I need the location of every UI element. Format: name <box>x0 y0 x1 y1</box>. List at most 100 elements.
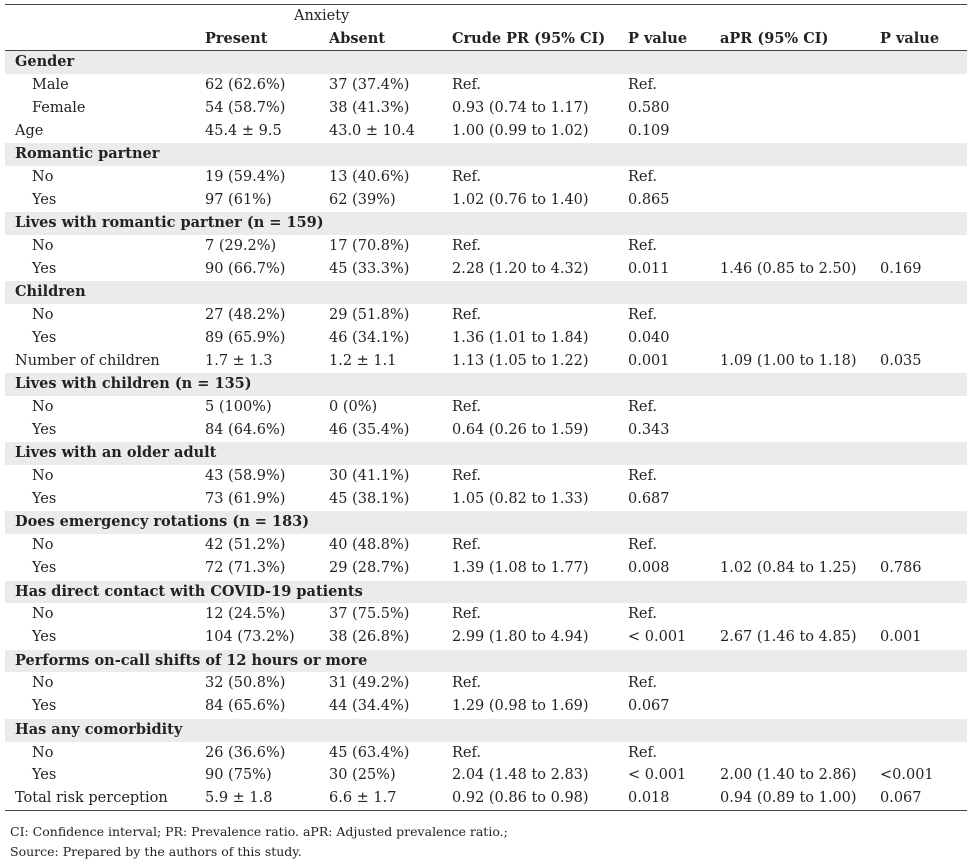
section-label: Lives with an older adult <box>5 441 967 466</box>
adjusted-p-value-cell: 0.001 <box>880 628 922 645</box>
adjusted-p-value-cell <box>880 166 967 189</box>
col-p-value-header: P value <box>628 27 720 52</box>
crude-pr-cell: 0.64 (0.26 to 1.59) <box>452 421 589 438</box>
p-value-cell: 0.001 <box>628 352 670 369</box>
crude-pr-cell: 1.05 (0.82 to 1.33) <box>452 490 589 507</box>
present-cell: 89 (65.9%) <box>205 329 286 346</box>
adjusted-p-value-cell <box>880 488 967 511</box>
crude-pr-cell: 2.99 (1.80 to 4.94) <box>452 628 589 645</box>
present-cell: 5 (100%) <box>205 398 272 415</box>
crude-pr-cell: Ref. <box>452 77 481 94</box>
crude-pr-cell: Ref. <box>452 168 481 185</box>
crude-pr-cell: Ref. <box>452 606 481 623</box>
table-row: Number of children 1.7 ± 1.3 1.2 ± 1.1 1.13… <box>5 350 967 373</box>
crude-pr-cell: Ref. <box>452 675 481 692</box>
row-label: Yes <box>32 559 57 576</box>
group-header-row: Anxiety <box>5 3 967 28</box>
present-cell: 27 (48.2%) <box>205 307 286 324</box>
adjusted-p-value-cell <box>880 120 967 143</box>
row-label: Yes <box>32 191 57 208</box>
absent-cell: 45 (38.1%) <box>329 490 410 507</box>
table-row: Yes 104 (73.2%) 38 (26.8%) 2.99 (1.80 to 4.… <box>5 626 967 649</box>
p-value-cell: Ref. <box>628 77 657 94</box>
absent-cell: 13 (40.6%) <box>329 168 410 185</box>
row-label: No <box>32 168 54 185</box>
apr-cell: 1.46 (0.85 to 2.50) <box>720 260 857 277</box>
apr-cell <box>720 166 880 189</box>
adjusted-p-value-cell <box>880 97 967 120</box>
table-row: Yes 97 (61%) 62 (39%) 1.02 (0.76 to 1.40) 0.… <box>5 189 967 212</box>
p-value-cell: 0.018 <box>628 786 720 811</box>
row-label: Yes <box>32 767 57 784</box>
p-value-cell: Ref. <box>628 744 657 761</box>
row-label: Total risk perception <box>5 786 205 811</box>
absent-cell: 43.0 ± 10.4 <box>329 122 415 139</box>
table-row: Yes 72 (71.3%) 29 (28.7%) 1.39 (1.08 to 1.7… <box>5 557 967 580</box>
row-label: Female <box>32 99 86 116</box>
present-cell: 32 (50.8%) <box>205 675 286 692</box>
col-present-header: Present <box>205 27 329 52</box>
section-header-row: Has any comorbidity <box>5 717 967 742</box>
absent-cell: 30 (25%) <box>329 767 396 784</box>
adjusted-p-value-cell <box>880 419 967 442</box>
crude-pr-cell: 1.02 (0.76 to 1.40) <box>452 191 589 208</box>
apr-cell <box>720 396 880 419</box>
row-label: No <box>32 606 54 623</box>
row-label: Number of children <box>15 352 160 369</box>
row-label: No <box>32 238 54 255</box>
p-value-cell: < 0.001 <box>628 767 687 784</box>
table-row: No 43 (58.9%) 30 (41.1%) Ref. Ref. <box>5 465 967 488</box>
table-row: No 42 (51.2%) 40 (48.8%) Ref. Ref. <box>5 534 967 557</box>
column-header-row: Present Absent Crude PR (95% CI) P value… <box>5 27 967 52</box>
p-value-cell: Ref. <box>628 398 657 415</box>
table-row: Yes 84 (65.6%) 44 (34.4%) 1.29 (0.98 to 1.6… <box>5 695 967 718</box>
apr-cell <box>720 74 880 97</box>
absent-cell: 40 (48.8%) <box>329 537 410 554</box>
p-value-cell: < 0.001 <box>628 628 687 645</box>
p-value-cell: 0.687 <box>628 490 670 507</box>
crude-pr-cell: 1.13 (1.05 to 1.22) <box>452 352 589 369</box>
apr-cell: 1.09 (1.00 to 1.18) <box>720 352 857 369</box>
absent-cell: 45 (33.3%) <box>329 260 410 277</box>
absent-cell: 44 (34.4%) <box>329 698 410 715</box>
crude-pr-cell: Ref. <box>452 537 481 554</box>
present-cell: 90 (66.7%) <box>205 260 286 277</box>
row-label: Yes <box>32 329 57 346</box>
footnotes: CI: Confidence interval; PR: Prevalence … <box>10 822 508 862</box>
present-cell: 43 (58.9%) <box>205 468 286 485</box>
p-value-cell: 0.040 <box>628 329 670 346</box>
present-cell: 97 (61%) <box>205 191 272 208</box>
adjusted-p-value-cell <box>880 534 967 557</box>
section-label: Performs on-call shifts of 12 hours or m… <box>5 648 967 673</box>
p-value-cell: Ref. <box>628 675 657 692</box>
table-row: No 19 (59.4%) 13 (40.6%) Ref. Ref. <box>5 166 967 189</box>
col-p-value-adjusted-header: P value <box>880 27 967 52</box>
row-label: Male <box>32 77 69 94</box>
table-row: No 32 (50.8%) 31 (49.2%) Ref. Ref. <box>5 672 967 695</box>
present-cell: 54 (58.7%) <box>205 99 286 116</box>
absent-cell: 45 (63.4%) <box>329 744 410 761</box>
adjusted-p-value-cell <box>880 74 967 97</box>
adjusted-p-value-cell <box>880 396 967 419</box>
crude-pr-cell: Ref. <box>452 468 481 485</box>
crude-pr-cell: Ref. <box>452 307 481 324</box>
adjusted-p-value-cell <box>880 695 967 718</box>
adjusted-p-value-cell: <0.001 <box>880 767 934 784</box>
section-label: Gender <box>5 50 967 75</box>
crude-pr-cell: 1.29 (0.98 to 1.69) <box>452 698 589 715</box>
apr-cell: 2.67 (1.46 to 4.85) <box>720 628 857 645</box>
apr-cell <box>720 534 880 557</box>
present-cell: 19 (59.4%) <box>205 168 286 185</box>
table-row: Female 54 (58.7%) 38 (41.3%) 0.93 (0.74 to … <box>5 97 967 120</box>
present-cell: 26 (36.6%) <box>205 744 286 761</box>
table-row: Yes 90 (66.7%) 45 (33.3%) 2.28 (1.20 to 4.3… <box>5 258 967 281</box>
crude-pr-cell: 1.36 (1.01 to 1.84) <box>452 329 589 346</box>
present-cell: 104 (73.2%) <box>205 628 295 645</box>
table-row: Yes 90 (75%) 30 (25%) 2.04 (1.48 to 2.83) < … <box>5 764 967 787</box>
adjusted-p-value-cell: 0.067 <box>880 786 967 811</box>
apr-cell <box>720 672 880 695</box>
crude-pr-cell: 2.04 (1.48 to 2.83) <box>452 767 589 784</box>
absent-cell: 0 (0%) <box>329 398 378 415</box>
adjusted-p-value-cell <box>880 235 967 258</box>
absent-cell: 46 (35.4%) <box>329 421 410 438</box>
